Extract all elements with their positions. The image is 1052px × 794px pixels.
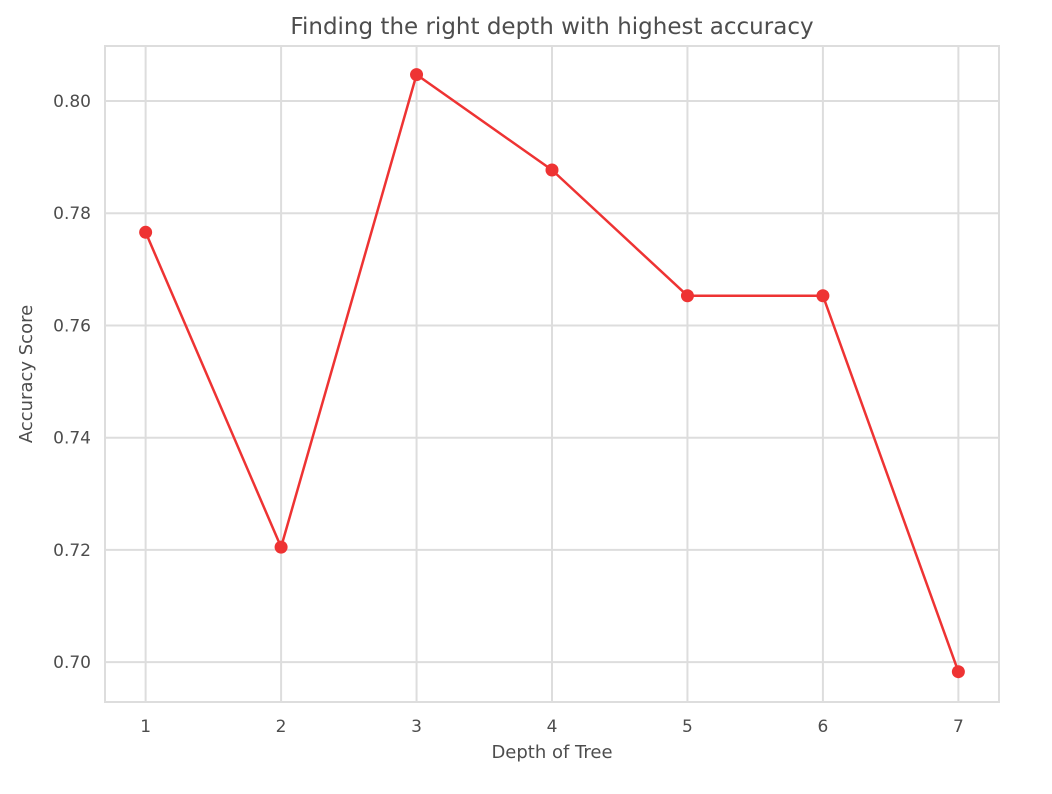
chart-title: Finding the right depth with highest acc… (290, 14, 813, 40)
x-tick-label: 1 (140, 717, 151, 737)
y-tick-label: 0.70 (53, 653, 91, 673)
x-tick-label: 7 (953, 717, 964, 737)
x-tick-label: 6 (817, 717, 828, 737)
y-tick-label: 0.80 (53, 92, 91, 112)
data-point (139, 225, 153, 239)
data-point (410, 68, 424, 82)
data-point (545, 163, 559, 177)
x-tick-label: 5 (682, 717, 693, 737)
x-tick-label: 3 (411, 717, 422, 737)
x-tick-label: 4 (547, 717, 558, 737)
y-tick-label: 0.76 (53, 316, 91, 336)
y-axis-label: Accuracy Score (16, 305, 37, 443)
x-tick-label: 2 (276, 717, 287, 737)
data-point (816, 289, 830, 303)
plot-frame (104, 45, 1000, 703)
y-tick-label: 0.78 (53, 204, 91, 224)
data-series (139, 68, 965, 679)
data-point (951, 665, 965, 679)
data-point (274, 540, 288, 554)
y-tick-label: 0.74 (53, 429, 91, 449)
y-tick-label: 0.72 (53, 541, 91, 561)
x-axis-label: Depth of Tree (491, 742, 612, 763)
tick-labels: 1 2 3 4 5 6 7 0.70 0.72 0.74 0.76 0.78 0.80 (53, 92, 964, 737)
grid (105, 46, 999, 702)
data-point (680, 289, 694, 303)
